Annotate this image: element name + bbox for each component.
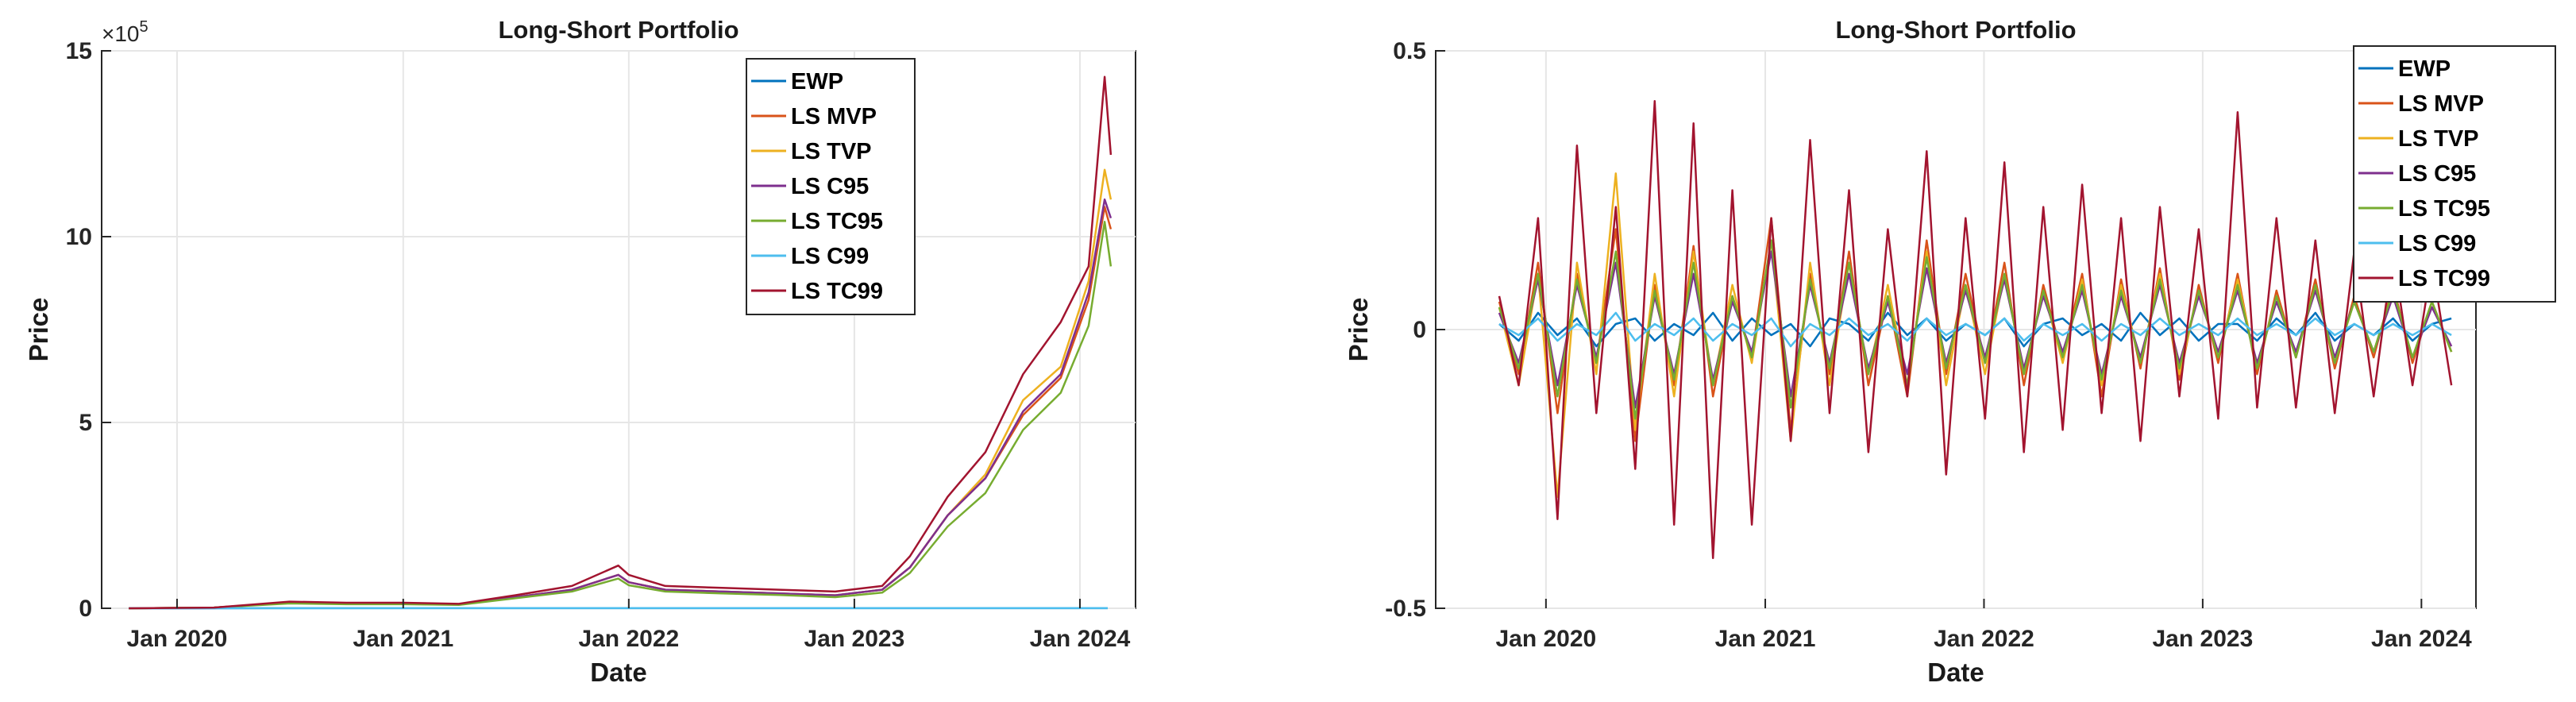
x-tick-label: Jan 2024 — [1030, 626, 1131, 652]
legend-label: LS C99 — [791, 244, 869, 269]
y-exponent-label: ×105 — [102, 18, 148, 46]
legend-label: EWP — [791, 69, 843, 94]
x-tick-label: Jan 2023 — [804, 626, 905, 652]
y-tick-label: 5 — [79, 410, 92, 436]
series-line-ls-c99 — [1498, 311, 2452, 348]
x-tick-label: Jan 2021 — [353, 626, 453, 652]
legend-left: EWP LS MVP LS TVP LS C95 LS TC95 LS C99 LS TC9… — [746, 58, 916, 315]
x-tick-label: Jan 2021 — [1715, 626, 1816, 652]
x-tick-label: Jan 2024 — [2371, 626, 2472, 652]
legend-label: LS TC95 — [2398, 196, 2490, 222]
series-line-ls-tc99 — [1498, 99, 2453, 560]
legend-label: LS TC95 — [791, 209, 883, 234]
plot-area-left — [101, 50, 1136, 609]
x-tick-label: Jan 2020 — [127, 626, 228, 652]
axes-right: Jan 2020 Jan 2021 Jan 2022 Jan 2023 Jan 2024… — [1385, 38, 2472, 652]
legend-label: LS TC99 — [2398, 266, 2490, 291]
y-tick-label: 15 — [66, 38, 92, 64]
x-axis-label-right: Date — [1927, 658, 1984, 687]
legend-label: LS TVP — [791, 139, 872, 164]
svg-text:×105: ×105 — [102, 18, 148, 46]
y-exponent-base: ×10 — [102, 21, 140, 46]
legend-label: LS MVP — [791, 104, 877, 129]
legend-label: LS TVP — [2398, 126, 2479, 152]
x-tick-label: Jan 2022 — [578, 626, 679, 652]
chart-title-right: Long-Short Portfolio — [1835, 16, 2076, 44]
x-tick-label: Jan 2020 — [1495, 626, 1596, 652]
legend-label: LS C95 — [791, 174, 869, 199]
series-line-ls-tc95 — [129, 221, 1113, 610]
legend-label: LS MVP — [2398, 91, 2484, 117]
y-axis-label-left: Price — [24, 298, 53, 362]
chart-left: Jan 2020 Jan 2021 Jan 2022 Jan 2023 Jan 2024… — [24, 16, 1136, 687]
x-tick-label: Jan 2022 — [1934, 626, 2034, 652]
y-tick-label: -0.5 — [1385, 596, 1426, 622]
chart-right: Jan 2020 Jan 2021 Jan 2022 Jan 2023 Jan 2024… — [1344, 16, 2556, 687]
legend-label: LS C99 — [2398, 231, 2476, 256]
y-axis-label-right: Price — [1344, 298, 1373, 362]
series-line-ls-tc99 — [129, 75, 1113, 610]
y-tick-label: 0 — [79, 596, 92, 622]
y-exponent-power: 5 — [140, 18, 148, 36]
x-axis-label-left: Date — [590, 658, 647, 687]
x-tick-label: Jan 2023 — [2153, 626, 2254, 652]
chart-title-left: Long-Short Portfolio — [498, 16, 738, 44]
series-right — [1498, 99, 2453, 560]
y-tick-label: 0.5 — [1393, 38, 1426, 64]
y-tick-label: 0 — [1413, 317, 1426, 343]
axes-left: Jan 2020 Jan 2021 Jan 2022 Jan 2023 Jan 2024… — [66, 38, 1131, 652]
legend-label: LS C95 — [2398, 161, 2476, 187]
legend-right: EWP LS MVP LS TVP LS C95 LS TC95 LS C99 LS TC9… — [2353, 45, 2556, 303]
y-tick-label: 10 — [66, 224, 92, 250]
legend-label: LS TC99 — [791, 279, 883, 304]
legend-label: EWP — [2398, 56, 2451, 82]
